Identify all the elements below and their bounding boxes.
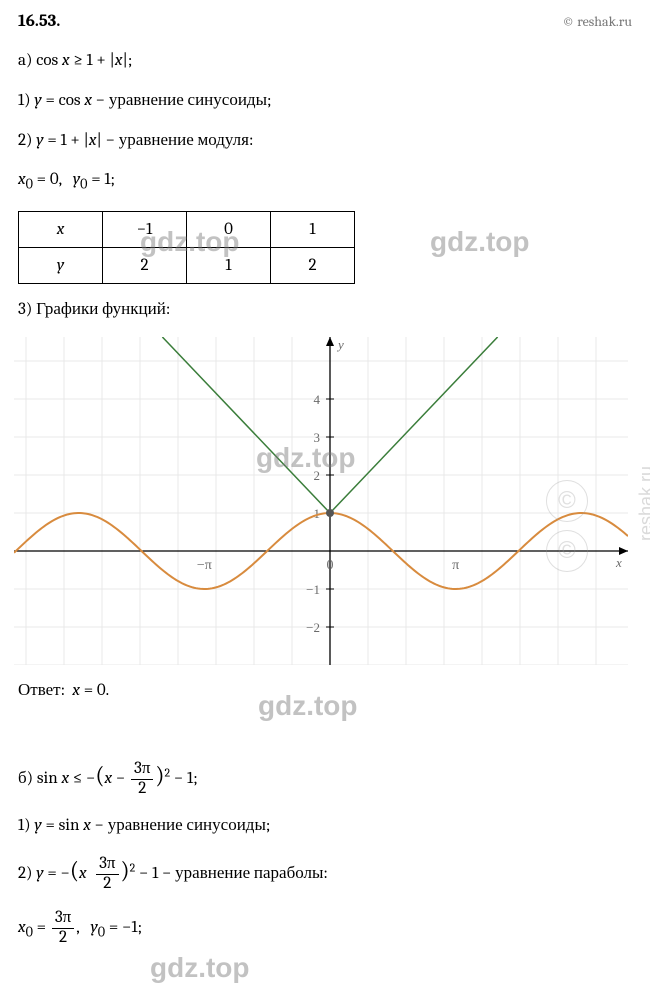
cell: −1 <box>103 211 187 247</box>
values-table: x −1 0 1 y 2 1 2 <box>18 211 355 284</box>
svg-text:3: 3 <box>314 430 321 445</box>
table-row: y 2 1 2 <box>19 247 355 283</box>
part-a-answer: Ответ: x = 0. <box>18 679 632 703</box>
function-chart: xy−2−11234−π0π <box>14 337 628 665</box>
part-a-label: a) cos x ≥ 1 + |x|; <box>18 49 632 73</box>
cell: y <box>19 247 103 283</box>
cell: 2 <box>271 247 355 283</box>
table-row: x −1 0 1 <box>19 211 355 247</box>
svg-text:2: 2 <box>314 468 321 483</box>
svg-text:−1: −1 <box>306 582 320 597</box>
cell: x <box>19 211 103 247</box>
part-a-step1: 1) y = cos x − уравнение синусоиды; <box>18 89 632 113</box>
svg-text:x: x <box>615 555 622 570</box>
svg-text:y: y <box>336 337 344 352</box>
part-b-label: б) sin x ≤ −(x − 3π2)2 − 1; <box>18 759 632 798</box>
cell: 1 <box>271 211 355 247</box>
part-b-step1: 1) y = sin x − уравнение синусоиды; <box>18 814 632 838</box>
copyright-text: © reshak.ru <box>562 13 632 30</box>
svg-text:−π: −π <box>197 558 212 573</box>
side-watermark: reshak.ru <box>636 466 650 541</box>
part-a-step2: 2) y = 1 + |x| − уравнение модуля: <box>18 129 632 153</box>
svg-text:−2: −2 <box>306 620 320 635</box>
watermark-text: gdz.top <box>430 226 530 258</box>
cell: 1 <box>187 247 271 283</box>
part-b-vertex: x0 = 3π2, y0 = −1; <box>18 909 632 947</box>
svg-text:π: π <box>452 558 459 573</box>
svg-text:4: 4 <box>314 392 321 407</box>
cell: 2 <box>103 247 187 283</box>
svg-text:0: 0 <box>327 558 334 573</box>
part-a-step3: 3) Графики функций: <box>18 298 632 322</box>
watermark-text: gdz.top <box>150 952 250 984</box>
part-a-vertex: x0 = 0, y0 = 1; <box>18 168 632 194</box>
cell: 0 <box>187 211 271 247</box>
part-b-step2: 2) y = −(x 3π2)2 − 1 − уравнение парабол… <box>18 854 632 893</box>
problem-number: 16.53. <box>18 12 60 31</box>
